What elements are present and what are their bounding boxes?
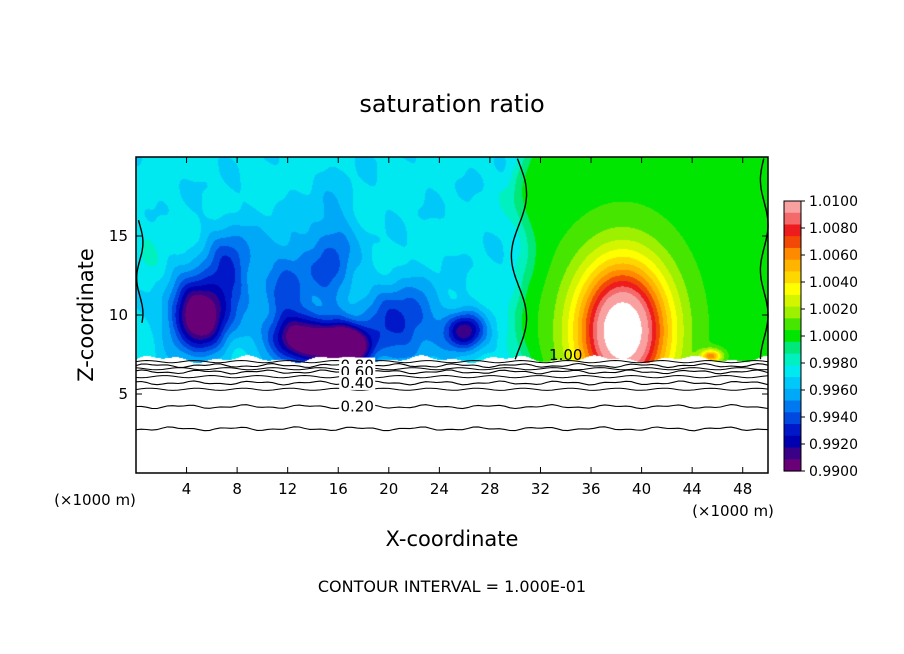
colorbar-swatch — [784, 388, 801, 402]
colorbar-level-label: 0.9980 — [809, 356, 858, 372]
colorbar-level-label: 0.9900 — [809, 464, 858, 480]
plot-area: 0.800.600.400.201.00 — [135, 156, 769, 474]
colorbar-swatch — [784, 283, 801, 296]
chart-title: saturation ratio — [359, 90, 544, 118]
saturation-field — [136, 157, 768, 473]
contour-line — [135, 380, 769, 386]
y-axis-ticks: 5 10 15 — [109, 227, 768, 403]
colorbar-level-label: 1.0100 — [809, 194, 858, 210]
contour-line — [135, 362, 769, 369]
y-tick-label: 10 — [109, 306, 128, 324]
contour-line-saturated — [510, 158, 528, 360]
colorbar-swatch — [784, 459, 801, 472]
contour-lines — [135, 158, 769, 432]
colorbar-level-label: 0.9940 — [809, 410, 858, 426]
colorbar-swatch — [784, 306, 801, 319]
colorbar-level-label: 1.0000 — [809, 329, 858, 345]
colorbar-swatch — [784, 294, 801, 308]
colorbar-swatch — [784, 400, 801, 413]
contour-line-saturated — [759, 158, 769, 360]
x-tick-label: 16 — [329, 480, 348, 498]
x-tick-label: 40 — [632, 480, 651, 498]
colorbar-swatch — [784, 318, 801, 331]
colorbar-level-label: 0.9920 — [809, 437, 858, 453]
contour-line-saturated — [136, 220, 144, 324]
colorbar-swatch — [784, 424, 801, 437]
colorbar-labels: 1.0100 1.0080 1.0060 1.0040 1.0020 1.0000 0.99… — [801, 194, 858, 480]
contour-line — [135, 374, 769, 379]
x-unit-left: (×1000 m) — [54, 491, 136, 509]
colorbar-level-label: 1.0040 — [809, 275, 858, 291]
x-tick-label: 12 — [278, 480, 297, 498]
x-tick-label: 8 — [232, 480, 242, 498]
contour-line — [135, 426, 769, 432]
colorbar-swatch — [784, 271, 801, 284]
contour-line — [135, 359, 769, 364]
x-tick-label: 36 — [581, 480, 600, 498]
x-tick-label: 48 — [733, 480, 752, 498]
colorbar-swatch — [784, 447, 801, 460]
x-tick-label: 44 — [683, 480, 702, 498]
y-tick-label: 5 — [118, 385, 128, 403]
contour-line — [135, 369, 769, 375]
contour-interval-note: CONTOUR INTERVAL = 1.000E-01 — [318, 577, 586, 596]
colorbar-swatch — [784, 212, 801, 226]
colorbar-swatch — [784, 353, 801, 366]
x-tick-label: 32 — [531, 480, 550, 498]
colorbar-swatch — [784, 330, 801, 343]
colorbar-swatch — [784, 377, 801, 390]
colorbar-level-label: 1.0020 — [809, 302, 858, 318]
x-tick-label: 4 — [182, 480, 192, 498]
x-unit-right: (×1000 m) — [692, 502, 774, 520]
contour-line — [135, 367, 769, 371]
x-tick-label: 24 — [430, 480, 449, 498]
contour-line — [135, 387, 769, 391]
colorbar-level-label: 1.0060 — [809, 248, 858, 264]
colorbar-level-label: 0.9960 — [809, 383, 858, 399]
x-axis-ticks: 4 8 12 16 20 24 28 32 36 40 44 48 — [182, 157, 752, 498]
contour-label: 0.20 — [340, 398, 373, 416]
contour-label-saturated: 1.00 — [549, 346, 582, 364]
y-axis-label: Z-coordinate — [74, 248, 98, 382]
colorbar-swatch — [784, 412, 801, 425]
contour-line — [135, 404, 769, 410]
colorbar-swatch — [784, 341, 801, 355]
colorbar-swatch — [784, 236, 801, 249]
x-tick-label: 28 — [480, 480, 499, 498]
x-tick-label: 20 — [379, 480, 398, 498]
colorbar-swatch — [784, 224, 801, 237]
colorbar-swatch — [784, 247, 801, 261]
colorbar — [783, 200, 802, 472]
contour-label-bg — [339, 374, 376, 390]
contour-labels: 0.800.600.400.201.00 — [339, 346, 582, 416]
colorbar-swatch — [784, 435, 801, 449]
colorbar-swatch — [784, 259, 801, 273]
y-tick-label: 15 — [109, 227, 128, 245]
colorbar-level-label: 1.0080 — [809, 221, 858, 237]
colorbar-swatch — [784, 201, 801, 214]
colorbar-swatch — [784, 365, 801, 378]
contour-label-bg — [339, 398, 376, 414]
x-axis-label: X-coordinate — [386, 527, 519, 551]
contour-label: 0.40 — [340, 374, 373, 392]
